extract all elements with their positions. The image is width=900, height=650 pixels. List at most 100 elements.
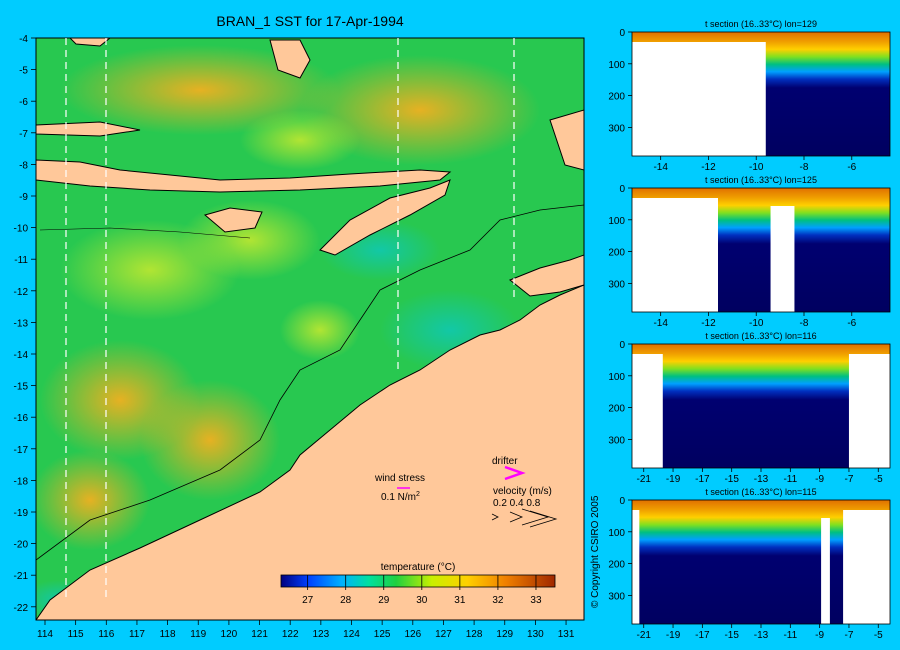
- map-title: BRAN_1 SST for 17-Apr-1994: [216, 13, 403, 29]
- lat-tick-label: -21: [637, 474, 652, 485]
- colorbar-tick-label: 31: [454, 595, 466, 606]
- colorbar-title: temperature (°C): [381, 562, 456, 573]
- depth-tick-label: 200: [608, 404, 625, 415]
- lat-tick-label: -18: [14, 476, 29, 487]
- svg-text:0.1 N/m2: 0.1 N/m2: [381, 491, 420, 503]
- depth-tick-label: 300: [608, 435, 625, 446]
- no-data-region: [632, 198, 718, 312]
- lat-tick-label: -22: [14, 603, 29, 614]
- no-data-region: [770, 206, 795, 312]
- colorbar-tick-label: 30: [416, 595, 428, 606]
- lat-tick-label: -14: [14, 350, 29, 361]
- lat-tick-label: -15: [724, 474, 739, 485]
- lon-tick-label: 114: [37, 629, 53, 640]
- lon-tick-label: 120: [221, 629, 238, 640]
- lat-tick-label: -12: [14, 287, 29, 298]
- depth-tick-label: 100: [608, 528, 625, 539]
- lat-tick-label: -9: [815, 474, 824, 485]
- no-data-region: [632, 42, 766, 156]
- drifter-label: drifter: [492, 456, 518, 467]
- timor-island: [319, 179, 451, 256]
- section-panel-2: t section (16..33°C) lon=125 0 100 200 300 -1…: [608, 175, 891, 329]
- depth-tick-label: 200: [608, 248, 625, 259]
- depth-tick-label: 0: [619, 28, 625, 39]
- colorbar-tick-label: 29: [378, 595, 390, 606]
- lat-tick-label: -17: [14, 445, 29, 456]
- colorbar-tick-label: 32: [492, 595, 504, 606]
- sst-map: [36, 38, 584, 620]
- lat-tick-label: -11: [783, 474, 797, 485]
- isobath-contour: [36, 204, 584, 561]
- lon-tick-label: 123: [313, 629, 330, 640]
- no-data-region: [632, 510, 640, 624]
- lon-tick-label: 118: [160, 629, 176, 640]
- lat-tick-label: -17: [695, 630, 710, 641]
- lat-tick-label: -10: [749, 162, 764, 173]
- lat-tick-label: -19: [14, 508, 29, 519]
- depth-tick-label: 100: [608, 60, 625, 71]
- lat-tick-label: -19: [666, 474, 681, 485]
- lat-tick-label: -9: [815, 630, 824, 641]
- lat-tick-label: -20: [14, 540, 29, 551]
- colorbar: [280, 574, 556, 588]
- lat-tick-label: -10: [749, 318, 764, 329]
- lat-tick-label: -15: [14, 382, 29, 393]
- map-axes: 114 115 116 117 118 119 120 121 122 123 124 125 126 1…: [14, 34, 575, 640]
- lon-tick-label: 131: [558, 629, 575, 640]
- wind-stress-superscript: 2: [416, 491, 420, 498]
- no-data-region: [632, 354, 663, 468]
- lat-tick-label: -7: [845, 474, 854, 485]
- lon-tick-label: 125: [374, 629, 391, 640]
- lat-tick-label: -8: [19, 160, 28, 171]
- lat-tick-label: -7: [19, 129, 28, 140]
- wind-stress-label: wind stress: [374, 473, 425, 484]
- lat-tick-label: -15: [724, 630, 739, 641]
- colorbar-tick-label: 27: [302, 595, 314, 606]
- depth-tick-label: 300: [608, 279, 625, 290]
- lon-tick-label: 127: [435, 629, 452, 640]
- lon-tick-label: 128: [466, 629, 483, 640]
- lat-tick-label: -9: [19, 192, 28, 203]
- lat-tick-label: -21: [637, 630, 652, 641]
- section-title: t section (16..33°C) lon=129: [705, 19, 817, 29]
- no-data-region: [843, 510, 890, 624]
- lon-tick-label: 124: [343, 629, 360, 640]
- australia-land: [36, 284, 584, 620]
- lon-tick-label: 129: [496, 629, 513, 640]
- lat-tick-label: -6: [847, 318, 856, 329]
- no-data-region: [848, 354, 890, 468]
- lat-tick-label: -4: [19, 34, 28, 45]
- lat-tick-label: -13: [754, 630, 769, 641]
- lat-tick-label: -21: [14, 571, 29, 582]
- lat-tick-label: -6: [847, 162, 856, 173]
- velocity-label: velocity (m/s): [493, 486, 552, 497]
- lat-tick-label: -13: [754, 474, 769, 485]
- no-data-region: [821, 518, 830, 624]
- lat-tick-label: -6: [19, 97, 28, 108]
- depth-tick-label: 300: [608, 591, 625, 602]
- lon-tick-label: 116: [98, 629, 114, 640]
- drifter-icon: [504, 465, 526, 481]
- lon-tick-label: 130: [527, 629, 544, 640]
- lat-tick-label: -12: [701, 162, 716, 173]
- depth-tick-label: 0: [619, 496, 625, 507]
- lon-tick-label: 117: [129, 629, 145, 640]
- depth-tick-label: 0: [619, 184, 625, 195]
- section-title: t section (16..33°C) lon=125: [705, 175, 817, 185]
- section-panel-4: t section (16..33°C) lon=115 0 100 200 300 -2…: [608, 487, 891, 641]
- lon-tick-label: 126: [404, 629, 421, 640]
- lat-tick-label: -14: [653, 318, 668, 329]
- lat-tick-label: -8: [800, 162, 809, 173]
- lat-tick-label: -10: [14, 224, 29, 235]
- lat-tick-label: -13: [14, 318, 29, 329]
- lat-tick-label: -7: [845, 630, 854, 641]
- depth-tick-label: 100: [608, 372, 625, 383]
- depth-tick-label: 0: [619, 340, 625, 351]
- lon-tick-label: 119: [190, 629, 206, 640]
- lat-tick-label: -5: [874, 474, 883, 485]
- lon-tick-label: 121: [251, 629, 268, 640]
- lat-tick-label: -8: [800, 318, 809, 329]
- velocity-values: 0.2 0.4 0.8: [493, 498, 541, 509]
- lon-tick-label: 115: [68, 629, 84, 640]
- island-chain: [36, 159, 452, 193]
